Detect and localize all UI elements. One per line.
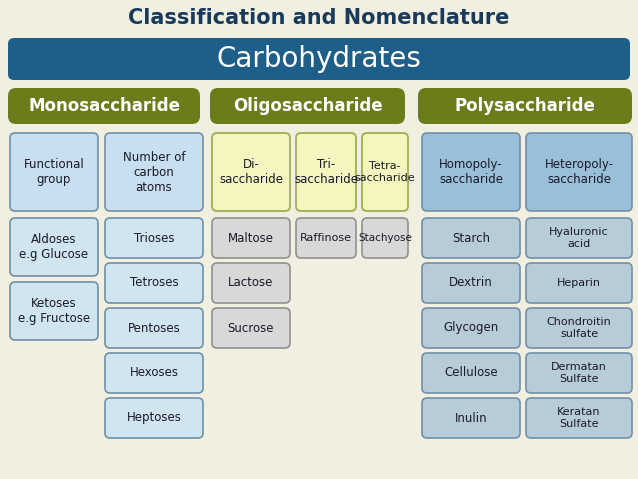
FancyBboxPatch shape — [105, 133, 203, 211]
FancyBboxPatch shape — [422, 218, 520, 258]
Text: Dermatan
Sulfate: Dermatan Sulfate — [551, 362, 607, 384]
Text: Trioses: Trioses — [134, 231, 174, 244]
FancyBboxPatch shape — [212, 308, 290, 348]
Text: Stachyose: Stachyose — [358, 233, 412, 243]
FancyBboxPatch shape — [422, 308, 520, 348]
Text: Chondroitin
sulfate: Chondroitin sulfate — [547, 317, 611, 339]
FancyBboxPatch shape — [212, 218, 290, 258]
Text: Keratan
Sulfate: Keratan Sulfate — [557, 407, 601, 429]
Text: Number of
carbon
atoms: Number of carbon atoms — [122, 150, 185, 194]
FancyBboxPatch shape — [422, 353, 520, 393]
Text: Inulin: Inulin — [455, 411, 487, 424]
Text: Starch: Starch — [452, 231, 490, 244]
Text: Heparin: Heparin — [557, 278, 601, 288]
Text: Tri-
saccharide: Tri- saccharide — [294, 158, 358, 186]
FancyBboxPatch shape — [526, 353, 632, 393]
Text: Sucrose: Sucrose — [228, 321, 274, 334]
FancyBboxPatch shape — [526, 398, 632, 438]
FancyBboxPatch shape — [105, 308, 203, 348]
Text: Ketoses
e.g Fructose: Ketoses e.g Fructose — [18, 297, 90, 325]
FancyBboxPatch shape — [8, 88, 200, 124]
FancyBboxPatch shape — [105, 218, 203, 258]
FancyBboxPatch shape — [526, 308, 632, 348]
Text: Hyaluronic
acid: Hyaluronic acid — [549, 227, 609, 249]
Text: Tetroses: Tetroses — [130, 276, 178, 289]
Text: Lactose: Lactose — [228, 276, 274, 289]
Text: Functional
group: Functional group — [24, 158, 84, 186]
FancyBboxPatch shape — [210, 88, 405, 124]
Text: Polysaccharide: Polysaccharide — [454, 97, 595, 115]
FancyBboxPatch shape — [362, 133, 408, 211]
FancyBboxPatch shape — [526, 133, 632, 211]
FancyBboxPatch shape — [10, 218, 98, 276]
Text: Raffinose: Raffinose — [300, 233, 352, 243]
Text: Pentoses: Pentoses — [128, 321, 181, 334]
Text: Glycogen: Glycogen — [443, 321, 499, 334]
FancyBboxPatch shape — [526, 263, 632, 303]
Text: Heteropoly-
saccharide: Heteropoly- saccharide — [544, 158, 614, 186]
Text: Classification and Nomenclature: Classification and Nomenclature — [128, 8, 510, 28]
Text: Maltose: Maltose — [228, 231, 274, 244]
FancyBboxPatch shape — [296, 133, 356, 211]
FancyBboxPatch shape — [8, 38, 630, 80]
FancyBboxPatch shape — [418, 88, 632, 124]
FancyBboxPatch shape — [422, 398, 520, 438]
FancyBboxPatch shape — [105, 263, 203, 303]
Text: Oligosaccharide: Oligosaccharide — [233, 97, 382, 115]
FancyBboxPatch shape — [10, 282, 98, 340]
FancyBboxPatch shape — [362, 218, 408, 258]
Text: Hexoses: Hexoses — [130, 366, 179, 379]
Text: Homopoly-
saccharide: Homopoly- saccharide — [439, 158, 503, 186]
FancyBboxPatch shape — [422, 133, 520, 211]
FancyBboxPatch shape — [10, 133, 98, 211]
Text: Carbohydrates: Carbohydrates — [216, 45, 422, 73]
Text: Tetra-
saccharide: Tetra- saccharide — [355, 161, 415, 183]
FancyBboxPatch shape — [105, 398, 203, 438]
FancyBboxPatch shape — [105, 353, 203, 393]
Text: Cellulose: Cellulose — [444, 366, 498, 379]
Text: Heptoses: Heptoses — [126, 411, 181, 424]
Text: Aldoses
e.g Glucose: Aldoses e.g Glucose — [19, 233, 89, 261]
Text: Dextrin: Dextrin — [449, 276, 493, 289]
FancyBboxPatch shape — [296, 218, 356, 258]
FancyBboxPatch shape — [212, 263, 290, 303]
Text: Monosaccharide: Monosaccharide — [28, 97, 180, 115]
Text: Di-
saccharide: Di- saccharide — [219, 158, 283, 186]
FancyBboxPatch shape — [526, 218, 632, 258]
FancyBboxPatch shape — [212, 133, 290, 211]
FancyBboxPatch shape — [422, 263, 520, 303]
